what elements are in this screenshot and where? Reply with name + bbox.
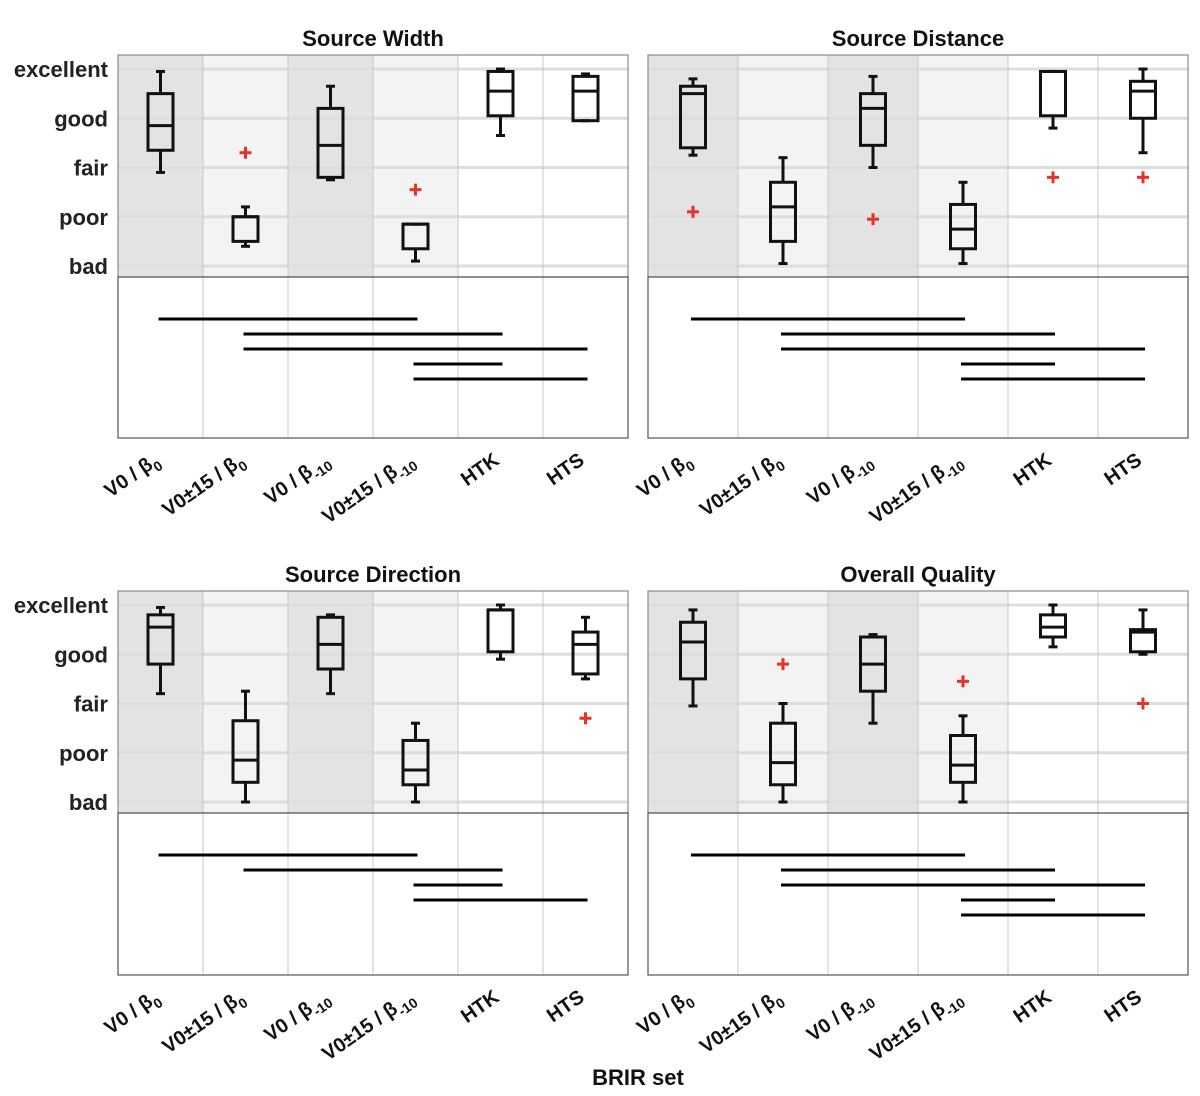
outlier-marker (867, 213, 879, 226)
outlier-marker (957, 675, 969, 688)
box (571, 615, 600, 725)
box (949, 675, 977, 804)
box (859, 74, 887, 226)
box-iqr (679, 84, 707, 150)
y-tick-label: bad (69, 790, 108, 815)
y-tick-label: poor (59, 741, 108, 766)
box (316, 613, 345, 696)
significance-frame (647, 276, 1189, 439)
significance-frame (117, 812, 629, 976)
panel-title: Source Direction (285, 562, 461, 587)
box (231, 689, 260, 804)
y-tick-label: bad (69, 254, 108, 279)
box-iqr (1129, 628, 1157, 654)
panel-title: Source Distance (832, 26, 1004, 51)
box-iqr (401, 738, 430, 787)
outlier-marker (777, 658, 789, 671)
box-iqr (859, 92, 887, 147)
box (146, 69, 175, 174)
y-tick-label: fair (74, 156, 109, 181)
x-tick-label: HTK (457, 449, 504, 491)
x-tick-label: HTK (457, 986, 504, 1028)
box-iqr (949, 202, 977, 251)
outlier-marker (687, 205, 699, 218)
x-tick-label: HTS (1100, 986, 1145, 1027)
box (679, 608, 707, 708)
box (1129, 608, 1157, 710)
x-tick-label: V0 / β0 (101, 449, 166, 505)
x-tick-label: V0±15 / β0 (158, 986, 250, 1062)
x-tick-label: HTK (1010, 986, 1057, 1028)
y-tick-label: good (54, 106, 108, 131)
box-iqr (1129, 79, 1157, 120)
box-iqr (769, 180, 797, 243)
x-tick-label: V0 / β0 (633, 986, 698, 1042)
box-iqr (316, 106, 345, 179)
box (769, 156, 797, 266)
box (316, 84, 345, 182)
x-tick-label: V0 / β-10 (803, 986, 878, 1050)
box-iqr (769, 721, 797, 787)
y-tick-label: fair (74, 692, 109, 717)
x-tick-label: V0±15 / β0 (696, 449, 788, 525)
box (1039, 69, 1067, 184)
x-tick-label: HTS (543, 986, 588, 1027)
x-axis-label: BRIR set (592, 1065, 684, 1090)
x-tick-label: V0±15 / β0 (158, 449, 250, 525)
chart-panel: Source Width excellent good fair poor bad V0 /… (14, 26, 629, 532)
outlier-marker (1137, 697, 1149, 710)
box-iqr (231, 719, 260, 784)
x-tick-label: V0±15 / β-10 (866, 449, 969, 532)
x-tick-label: V0 / β-10 (260, 449, 335, 513)
y-tick-label: excellent (14, 593, 109, 618)
box (859, 633, 887, 725)
outlier-marker (409, 183, 422, 196)
outlier-marker (579, 712, 592, 725)
box (401, 721, 430, 804)
box-iqr (571, 74, 600, 123)
box (679, 77, 707, 218)
box (231, 146, 260, 248)
box (401, 183, 430, 263)
box (146, 605, 175, 696)
x-tick-label: HTS (1100, 449, 1145, 490)
x-tick-label: V0±15 / β0 (696, 986, 788, 1062)
box-iqr (486, 69, 515, 118)
significance-frame (117, 276, 629, 439)
x-tick-label: V0±15 / β-10 (866, 986, 969, 1069)
box-iqr (571, 630, 600, 676)
x-tick-label: V0±15 / β-10 (318, 449, 421, 532)
box (769, 658, 797, 804)
panel-title: Source Width (302, 26, 444, 51)
outlier-marker (1137, 171, 1149, 184)
box (949, 180, 977, 266)
box (1039, 603, 1067, 649)
significance-frame (647, 812, 1189, 976)
box (486, 603, 515, 661)
box (1129, 67, 1157, 184)
panel-title: Overall Quality (840, 562, 996, 587)
x-tick-label: V0 / β-10 (260, 986, 335, 1050)
y-tick-label: excellent (14, 57, 109, 82)
box-iqr (146, 613, 175, 666)
x-tick-label: V0 / β0 (633, 449, 698, 505)
outlier-marker (239, 146, 252, 159)
box (571, 72, 600, 123)
x-tick-label: HTS (543, 449, 588, 490)
x-tick-label: V0 / β-10 (803, 449, 878, 513)
x-tick-label: V0±15 / β-10 (318, 986, 421, 1069)
x-tick-label: HTK (1010, 449, 1057, 491)
y-tick-label: good (54, 642, 108, 667)
chart-panel: Source Direction excellent good fair poor bad… (14, 562, 629, 1069)
y-tick-label: poor (59, 205, 108, 230)
box-iqr (949, 734, 977, 784)
x-tick-label: V0 / β0 (101, 986, 166, 1042)
box-iqr (679, 620, 707, 681)
outlier-marker (1047, 171, 1059, 184)
box-iqr (146, 92, 175, 152)
box (486, 67, 515, 137)
